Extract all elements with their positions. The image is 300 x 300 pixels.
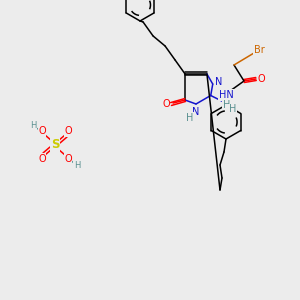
Text: N: N [192, 107, 200, 117]
Text: N: N [215, 77, 222, 87]
Text: HN: HN [219, 90, 233, 100]
Text: O: O [38, 126, 46, 136]
Text: O: O [64, 154, 72, 164]
Text: O: O [162, 99, 170, 109]
Text: H: H [186, 113, 194, 123]
Text: H: H [30, 122, 36, 130]
Text: Br: Br [254, 45, 264, 55]
Text: O: O [38, 154, 46, 164]
Text: S: S [51, 139, 59, 152]
Text: H: H [223, 100, 230, 110]
Text: H: H [229, 104, 236, 115]
Text: O: O [257, 74, 265, 84]
Text: O: O [64, 126, 72, 136]
Text: H: H [74, 160, 80, 169]
